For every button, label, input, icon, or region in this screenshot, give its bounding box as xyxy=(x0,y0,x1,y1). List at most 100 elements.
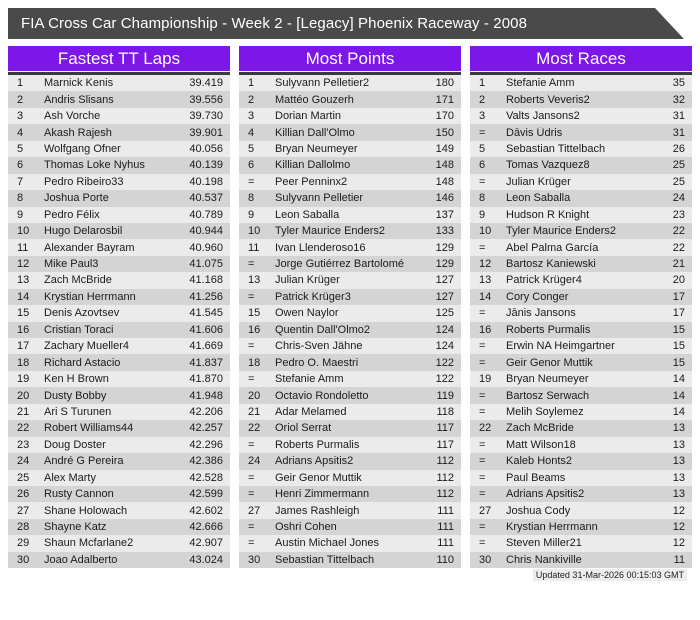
name-cell: Bryan Neumeyer xyxy=(506,373,589,386)
name-cell: Killian Dall'Olmo xyxy=(275,126,355,139)
value-cell: 25 xyxy=(672,175,685,188)
rank-cell: 2 xyxy=(248,93,255,106)
name-cell: Patrick Krüger3 xyxy=(275,290,351,303)
board-title: Most Races xyxy=(470,46,692,71)
name-cell: Rusty Cannon xyxy=(44,488,114,501)
name-cell: Thomas Loke Nyhus xyxy=(44,159,145,172)
rank-cell: 24 xyxy=(17,455,30,468)
rank-cell: 4 xyxy=(17,126,24,139)
value-cell: 149 xyxy=(435,142,454,155)
table-row: 17 Zachary Mueller4 41.669 xyxy=(8,338,230,355)
rank-cell: 22 xyxy=(248,422,261,435)
rank-cell: 30 xyxy=(17,553,30,566)
rank-cell: 27 xyxy=(479,504,492,517)
value-cell: 40.537 xyxy=(189,192,223,205)
rank-cell: 12 xyxy=(17,258,30,271)
table-row: 19 Bryan Neumeyer 14 xyxy=(470,370,692,388)
value-cell: 42.907 xyxy=(189,537,223,550)
value-cell: 26 xyxy=(672,142,685,155)
name-cell: Krystian Herrmann xyxy=(44,290,136,303)
name-cell: Steven Miller21 xyxy=(506,537,582,550)
rank-cell: 15 xyxy=(248,307,261,320)
name-cell: Henri Zimmermann xyxy=(275,488,370,501)
table-row: 1 Sulyvann Pelletier2 180 xyxy=(239,75,461,92)
name-cell: Adar Melamed xyxy=(275,405,347,418)
name-cell: Julian Krüger xyxy=(506,175,571,188)
name-cell: Sulyvann Pelletier2 xyxy=(275,77,370,90)
name-cell: Shaun Mcfarlane2 xyxy=(44,537,134,550)
value-cell: 124 xyxy=(435,323,454,336)
name-cell: Adrians Apsitis2 xyxy=(506,488,585,501)
value-cell: 40.056 xyxy=(189,142,223,155)
rank-cell: = xyxy=(479,537,486,550)
name-cell: Tomas Vazquez8 xyxy=(506,159,590,172)
value-cell: 118 xyxy=(436,405,454,418)
name-cell: Adrians Apsitis2 xyxy=(275,455,354,468)
name-cell: Pedro Ribeiro33 xyxy=(44,175,124,188)
value-cell: 11 xyxy=(673,553,685,566)
name-cell: Ari S Turunen xyxy=(44,405,112,418)
rank-cell: 24 xyxy=(248,455,261,468)
value-cell: 22 xyxy=(672,241,685,254)
rank-cell: 10 xyxy=(248,225,261,238)
name-cell: Patrick Krüger4 xyxy=(506,274,582,287)
value-cell: 15 xyxy=(672,356,685,369)
table-row: 15 Owen Naylor 125 xyxy=(239,305,461,322)
table-row: 8 Leon Saballa 24 xyxy=(470,190,692,207)
leaderboards-container: Fastest TT Laps 1 Marnick Kenis 39.419 2 Andr… xyxy=(8,46,692,569)
table-row: 27 Joshua Cody 12 xyxy=(470,502,692,519)
table-row: 5 Wolfgang Ofner 40.056 xyxy=(8,140,230,158)
value-cell: 133 xyxy=(435,225,454,238)
rank-cell: 13 xyxy=(17,274,30,287)
value-cell: 41.256 xyxy=(189,290,223,303)
board-body: 1 Marnick Kenis 39.419 2 Andris Slisans 39.55… xyxy=(8,72,230,569)
name-cell: Dusty Bobby xyxy=(44,389,107,402)
table-row: 8 Joshua Porte 40.537 xyxy=(8,190,230,207)
table-row: 5 Sebastian Tittelbach 26 xyxy=(470,140,692,158)
rank-cell: 17 xyxy=(17,340,30,353)
name-cell: Jānis Jansons xyxy=(506,307,576,320)
value-cell: 122 xyxy=(435,356,454,369)
name-cell: Mike Paul3 xyxy=(44,258,99,271)
value-cell: 15 xyxy=(672,340,685,353)
rank-cell: 8 xyxy=(248,192,255,205)
table-row: 24 Adrians Apsitis2 112 xyxy=(239,453,461,470)
value-cell: 31 xyxy=(672,126,685,139)
table-row: = Matt Wilson18 13 xyxy=(470,436,692,454)
rank-cell: = xyxy=(248,258,255,271)
leaderboard-fastest-tt-laps: Fastest TT Laps 1 Marnick Kenis 39.419 2 Andr… xyxy=(8,46,230,569)
name-cell: Chris-Sven Jähne xyxy=(275,340,363,353)
value-cell: 129 xyxy=(435,241,454,254)
value-cell: 148 xyxy=(435,159,454,172)
name-cell: Julian Krüger xyxy=(275,274,340,287)
value-cell: 17 xyxy=(672,290,685,303)
rank-cell: = xyxy=(479,356,486,369)
name-cell: Akash Rajesh xyxy=(44,126,112,139)
table-row: 18 Richard Astacio 41.837 xyxy=(8,354,230,371)
value-cell: 111 xyxy=(437,537,454,550)
name-cell: Sulyvann Pelletier xyxy=(275,192,364,205)
rank-cell: 20 xyxy=(17,389,30,402)
name-cell: Ivan Llenderoso16 xyxy=(275,241,366,254)
name-cell: Cristian Toraci xyxy=(44,323,114,336)
name-cell: Stefanie Amm xyxy=(506,77,575,90)
table-row: = Peer Penninx2 148 xyxy=(239,173,461,191)
table-row: 27 James Rashleigh 111 xyxy=(239,502,461,519)
rank-cell: 3 xyxy=(248,110,255,123)
rank-cell: 18 xyxy=(248,356,261,369)
table-row: 22 Zach McBride 13 xyxy=(470,420,692,437)
value-cell: 111 xyxy=(437,521,454,534)
rank-cell: 11 xyxy=(248,241,260,254)
table-row: = Dāvis Ūdris 31 xyxy=(470,124,692,141)
value-cell: 41.669 xyxy=(189,340,223,353)
value-cell: 12 xyxy=(672,504,685,517)
value-cell: 42.666 xyxy=(189,521,223,534)
value-cell: 14 xyxy=(672,373,685,386)
rank-cell: 8 xyxy=(17,192,24,205)
table-row: 1 Stefanie Amm 35 xyxy=(470,75,692,92)
name-cell: Joshua Cody xyxy=(506,504,571,517)
value-cell: 14 xyxy=(672,389,685,402)
name-cell: Zachary Mueller4 xyxy=(44,340,129,353)
name-cell: Matt Wilson18 xyxy=(506,438,576,451)
